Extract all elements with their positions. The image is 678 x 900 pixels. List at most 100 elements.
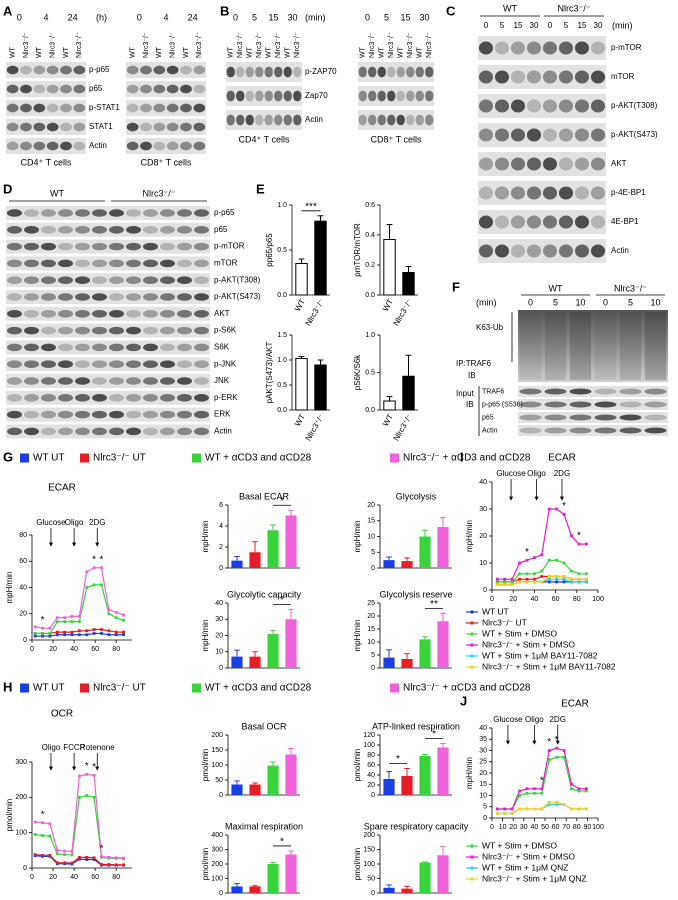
blot-band xyxy=(236,90,245,102)
y-tick-label: 20 xyxy=(19,611,27,618)
point xyxy=(584,577,588,581)
band-label: Zap70 xyxy=(305,91,328,100)
y-axis-label: pmol/min xyxy=(353,749,362,781)
blot-lane xyxy=(570,312,591,380)
blot-band xyxy=(143,326,158,335)
blot-band xyxy=(58,377,73,385)
blot-band xyxy=(293,114,302,126)
blot xyxy=(6,340,210,355)
blot-band xyxy=(109,377,124,385)
blot-band xyxy=(160,259,175,268)
blot-band xyxy=(542,41,558,55)
y-tick-label: 0.2 xyxy=(365,262,375,269)
blot-band xyxy=(358,90,367,102)
blot xyxy=(358,86,434,106)
blot-band xyxy=(293,90,302,102)
y-tick-label: 50 xyxy=(367,875,375,882)
blot-band xyxy=(7,293,22,301)
point xyxy=(503,583,507,586)
point xyxy=(33,634,37,638)
point xyxy=(577,577,581,581)
bar xyxy=(231,886,243,893)
point xyxy=(77,857,81,861)
lane-label: WT xyxy=(156,46,163,58)
blot-band xyxy=(58,343,73,352)
y-tick-label: 200 xyxy=(15,794,27,801)
blot-band xyxy=(75,343,90,352)
y-tick-label: 1.5 xyxy=(277,332,287,339)
y-tick-label: 25 xyxy=(479,759,487,766)
blot-band xyxy=(7,242,22,251)
point xyxy=(510,580,514,584)
blot-band xyxy=(358,114,367,126)
point xyxy=(570,787,573,791)
significance-label: * xyxy=(85,761,89,772)
blot-band xyxy=(7,226,22,234)
blot-band xyxy=(24,360,39,368)
blot-band xyxy=(41,326,56,335)
blot-band xyxy=(24,410,39,419)
blot-band xyxy=(143,394,158,402)
legend-label: WT + Stim + DMSO xyxy=(482,628,557,638)
blot-band xyxy=(24,326,39,335)
band-label: p-AKT(S473) xyxy=(611,130,658,139)
point xyxy=(547,575,551,578)
blot-band xyxy=(526,157,542,171)
legend-marker xyxy=(470,866,474,870)
legend-marker xyxy=(470,844,474,848)
blot xyxy=(518,412,668,423)
point xyxy=(525,787,529,791)
blot-band xyxy=(41,377,56,385)
blot-band xyxy=(41,293,56,301)
blot-band xyxy=(73,103,86,113)
blot-band xyxy=(226,66,235,78)
point xyxy=(55,620,59,624)
point xyxy=(92,628,96,631)
blot-band xyxy=(274,114,283,126)
y-axis-label: mpH/min xyxy=(353,619,362,651)
blot-band xyxy=(526,244,542,258)
significance-label: * xyxy=(540,775,544,786)
point xyxy=(92,583,96,587)
y-axis-label: pmol/min xyxy=(201,749,210,781)
blot-band xyxy=(590,186,606,200)
y-tick-label: 30 xyxy=(479,506,487,513)
blot-band xyxy=(590,244,606,258)
blot-band xyxy=(255,114,264,126)
time-label: 30 xyxy=(594,21,603,30)
blot-band xyxy=(109,343,124,352)
point xyxy=(114,611,118,614)
bar xyxy=(383,560,395,568)
y-tick-label: 0.5 xyxy=(277,247,287,254)
blot-band xyxy=(75,360,90,368)
blot-band xyxy=(109,326,124,335)
y-axis-label: pmol/min xyxy=(353,848,362,880)
blot xyxy=(518,386,668,397)
blot-band xyxy=(33,103,46,113)
y-tick-label: 40 xyxy=(19,584,27,591)
input-label: Input xyxy=(456,389,475,398)
band-label: JNK xyxy=(214,376,230,385)
point xyxy=(41,853,44,857)
band-label: Actin xyxy=(305,115,323,124)
y-tick-label: 5 xyxy=(483,804,487,811)
blot-band xyxy=(494,215,510,229)
blot-band xyxy=(193,122,206,132)
point xyxy=(41,626,44,630)
y-tick-label: 150 xyxy=(363,846,375,853)
blot xyxy=(6,306,210,321)
blot-band xyxy=(160,394,175,402)
point xyxy=(555,558,559,562)
time-label: 24 xyxy=(68,12,78,22)
blot-band xyxy=(160,293,175,301)
blot-band xyxy=(255,66,264,78)
blot-band xyxy=(126,410,141,419)
lane-label: Nlrc3⁻/⁻ xyxy=(50,32,57,58)
blot-band xyxy=(41,427,56,436)
blot-band xyxy=(109,394,124,402)
y-tick-label: 100 xyxy=(211,875,223,882)
x-tick-label: 40 xyxy=(70,874,78,881)
time-label: 30 xyxy=(530,21,539,30)
blot-band xyxy=(478,157,494,171)
